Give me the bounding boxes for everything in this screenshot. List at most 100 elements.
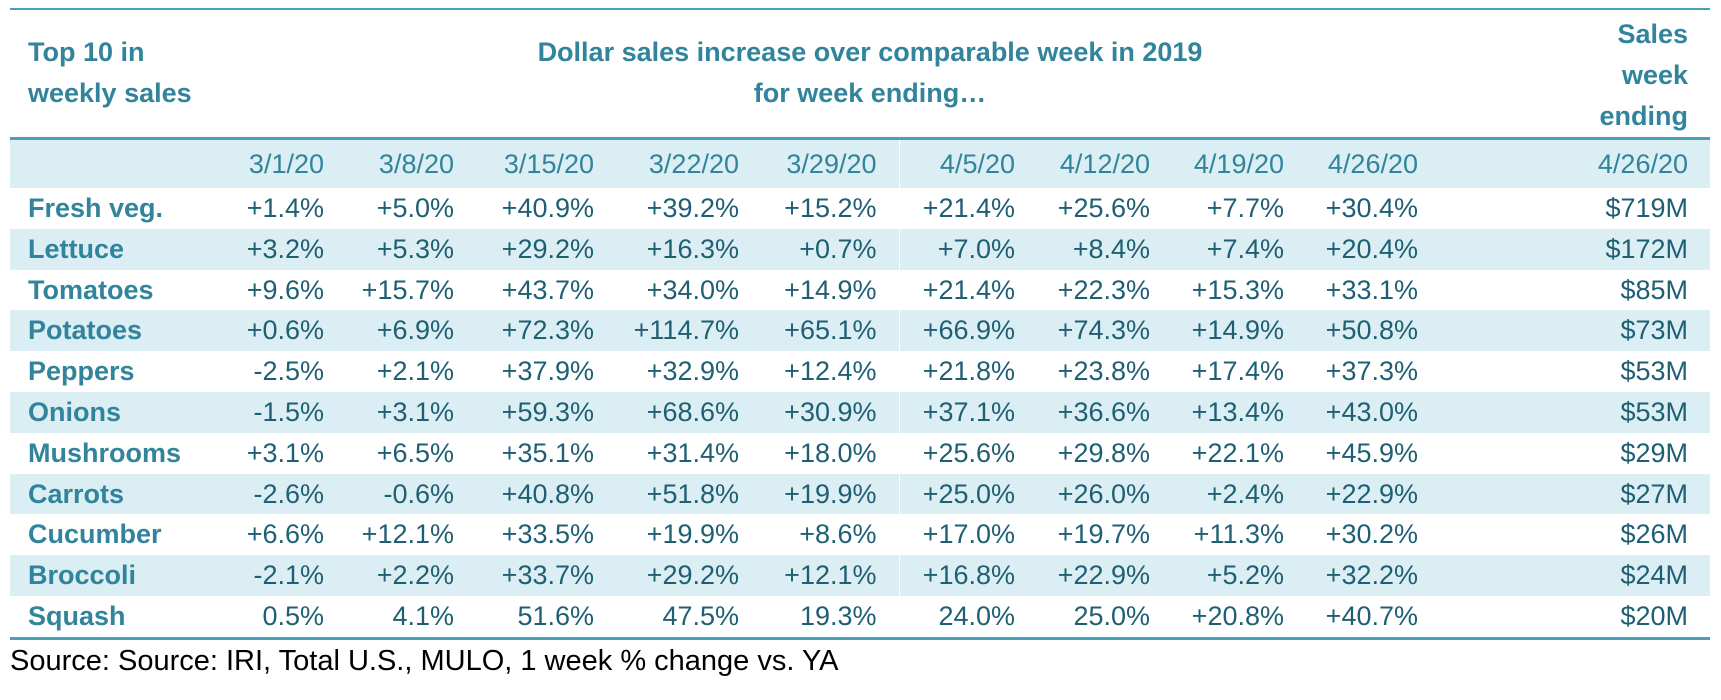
pct-change-cell: +6.5% [376,437,454,468]
pct-change-cell: +3.1% [346,391,476,433]
pct-change-cell: 24.0% [898,595,1037,637]
pct-change-cell: +43.0% [1306,391,1440,433]
pct-change-cell: +20.4% [1306,228,1440,270]
pct-change-cell: +37.3% [1325,356,1418,387]
pct-change-cell: +8.4% [1037,228,1172,270]
header-right-line-1: Sales [1617,19,1688,49]
pct-change-cell: +2.4% [1172,473,1306,515]
pct-change-cell: +3.2% [208,228,346,270]
pct-change-cell: +31.4% [646,437,739,468]
pct-change-cell: +32.9% [646,356,739,387]
date-row-label [10,140,208,188]
pct-change-cell: +9.6% [246,274,324,305]
bottom-rule [10,636,1710,640]
pct-change-cell: +5.3% [346,228,476,270]
table-row: Cucumber +6.6% +12.1% +33.5% +19.9% +8.6% +17.… [10,514,1710,556]
table-row: Carrots -2.6% -0.6% +40.8% +51.8% +19.9% +25.0… [10,473,1710,515]
date-header-cell: 4/19/20 [1172,140,1306,188]
pct-change-cell: +40.8% [476,473,616,515]
pct-change-cell: +2.2% [346,555,476,596]
table-row: Broccoli -2.1% +2.2% +33.7% +29.2% +12.1% +16.… [10,555,1710,596]
pct-change-cell: +33.1% [1325,274,1418,305]
header-rule [10,137,1710,140]
table-row: Peppers -2.5% +2.1% +37.9% +32.9% +12.4% +21.8… [10,351,1710,392]
pct-change-cell: 47.5% [662,600,739,631]
table-row: Potatoes +0.6% +6.9% +72.3% +114.7% +65.1% +66… [10,310,1710,352]
pct-change-cell: +22.1% [1191,437,1284,468]
pct-change-cell: +3.1% [246,437,324,468]
pct-change-cell: 0.5% [262,600,324,631]
pct-change-cell: +12.1% [761,555,899,596]
pct-change-cell: +13.4% [1172,391,1306,433]
row-label: Broccoli [10,555,208,596]
date-header-cell: 4/5/20 [898,140,1037,188]
pct-change-cell: +19.9% [646,519,739,550]
pct-change-cell: +8.6% [799,519,877,550]
date-header-cell: 4/12/20 [1037,140,1172,188]
pct-change-cell: +37.9% [501,356,594,387]
pct-change-cell: +74.3% [1037,310,1172,352]
pct-change-cell: +16.3% [616,228,761,270]
sales-cell: $29M [1620,437,1688,468]
pct-change-cell: +6.9% [346,310,476,352]
date-header-cell: 3/8/20 [346,140,476,188]
pct-change-cell: +21.8% [898,351,1037,392]
pct-change-cell: +12.1% [361,519,454,550]
pct-change-cell: -2.6% [208,473,346,515]
date-header-cell: 3/1/20 [208,140,346,188]
pct-change-cell: +45.9% [1325,437,1418,468]
date-header-cell: 3/29/20 [761,140,899,188]
pct-change-cell: +19.9% [761,473,899,515]
header-center-line-1: Dollar sales increase over comparable we… [537,37,1203,67]
pct-change-cell: +21.4% [898,188,1037,229]
header-right: Sales week ending [1370,10,1710,137]
table-row: Fresh veg. +1.4% +5.0% +40.9% +39.2% +15.2% +2… [10,188,1710,229]
pct-change-cell: +30.2% [1325,519,1418,550]
pct-change-cell: +7.4% [1172,228,1306,270]
row-label: Peppers [28,356,135,387]
row-label: Potatoes [10,310,208,352]
pct-change-cell: +37.1% [898,391,1037,433]
row-label: Carrots [10,473,208,515]
table-row: Onions -1.5% +3.1% +59.3% +68.6% +30.9% +37.1%… [10,391,1710,433]
sales-cell: $719M [1605,193,1688,223]
pct-change-cell: -0.6% [346,473,476,515]
pct-change-cell: +59.3% [476,391,616,433]
date-header-cell: 3/15/20 [476,140,616,188]
pct-change-cell: +6.6% [246,519,324,550]
sales-cell: $20M [1620,600,1688,631]
table-row: Lettuce +3.2% +5.3% +29.2% +16.3% +0.7% +7.0% +… [10,228,1710,270]
pct-change-cell: +65.1% [761,310,899,352]
pct-change-cell: +40.9% [501,193,594,223]
pct-change-cell: +30.9% [761,391,899,433]
pct-change-cell: +26.0% [1037,473,1172,515]
pct-change-cell: +25.6% [1057,193,1150,223]
sales-cell: $26M [1620,519,1688,550]
header-left-line-2: weekly sales [28,78,192,108]
sales-table: Top 10 in weekly sales Dollar sales incr… [10,8,1710,640]
pct-change-cell: +0.6% [208,310,346,352]
pct-change-cell: +21.4% [898,269,1037,311]
pct-change-cell: +33.5% [501,519,594,550]
pct-change-cell: +18.0% [784,437,877,468]
pct-change-cell: +14.9% [1172,310,1306,352]
pct-change-cell: -1.5% [208,391,346,433]
row-label: Lettuce [10,228,208,270]
pct-change-cell: +15.2% [784,193,877,223]
header-left: Top 10 in weekly sales [10,10,370,137]
sales-cell: $53M [1620,356,1688,387]
pct-change-cell: -2.5% [253,356,324,387]
source-note: Source: Source: IRI, Total U.S., MULO, 1… [10,645,839,677]
pct-change-cell: +19.7% [1057,519,1150,550]
header-right-line-3: ending [1599,101,1689,131]
pct-change-cell: +5.2% [1172,555,1306,596]
sales-cell: $85M [1620,274,1688,305]
pct-change-cell: +29.8% [1057,437,1150,468]
pct-change-cell: +12.4% [784,356,877,387]
row-label: Tomatoes [28,274,154,305]
date-header-cell: 3/22/20 [616,140,761,188]
pct-change-cell: +72.3% [476,310,616,352]
date-header-cell: 4/26/20 [1440,140,1710,188]
pct-change-cell: +68.6% [616,391,761,433]
table-header: Top 10 in weekly sales Dollar sales incr… [10,10,1710,137]
